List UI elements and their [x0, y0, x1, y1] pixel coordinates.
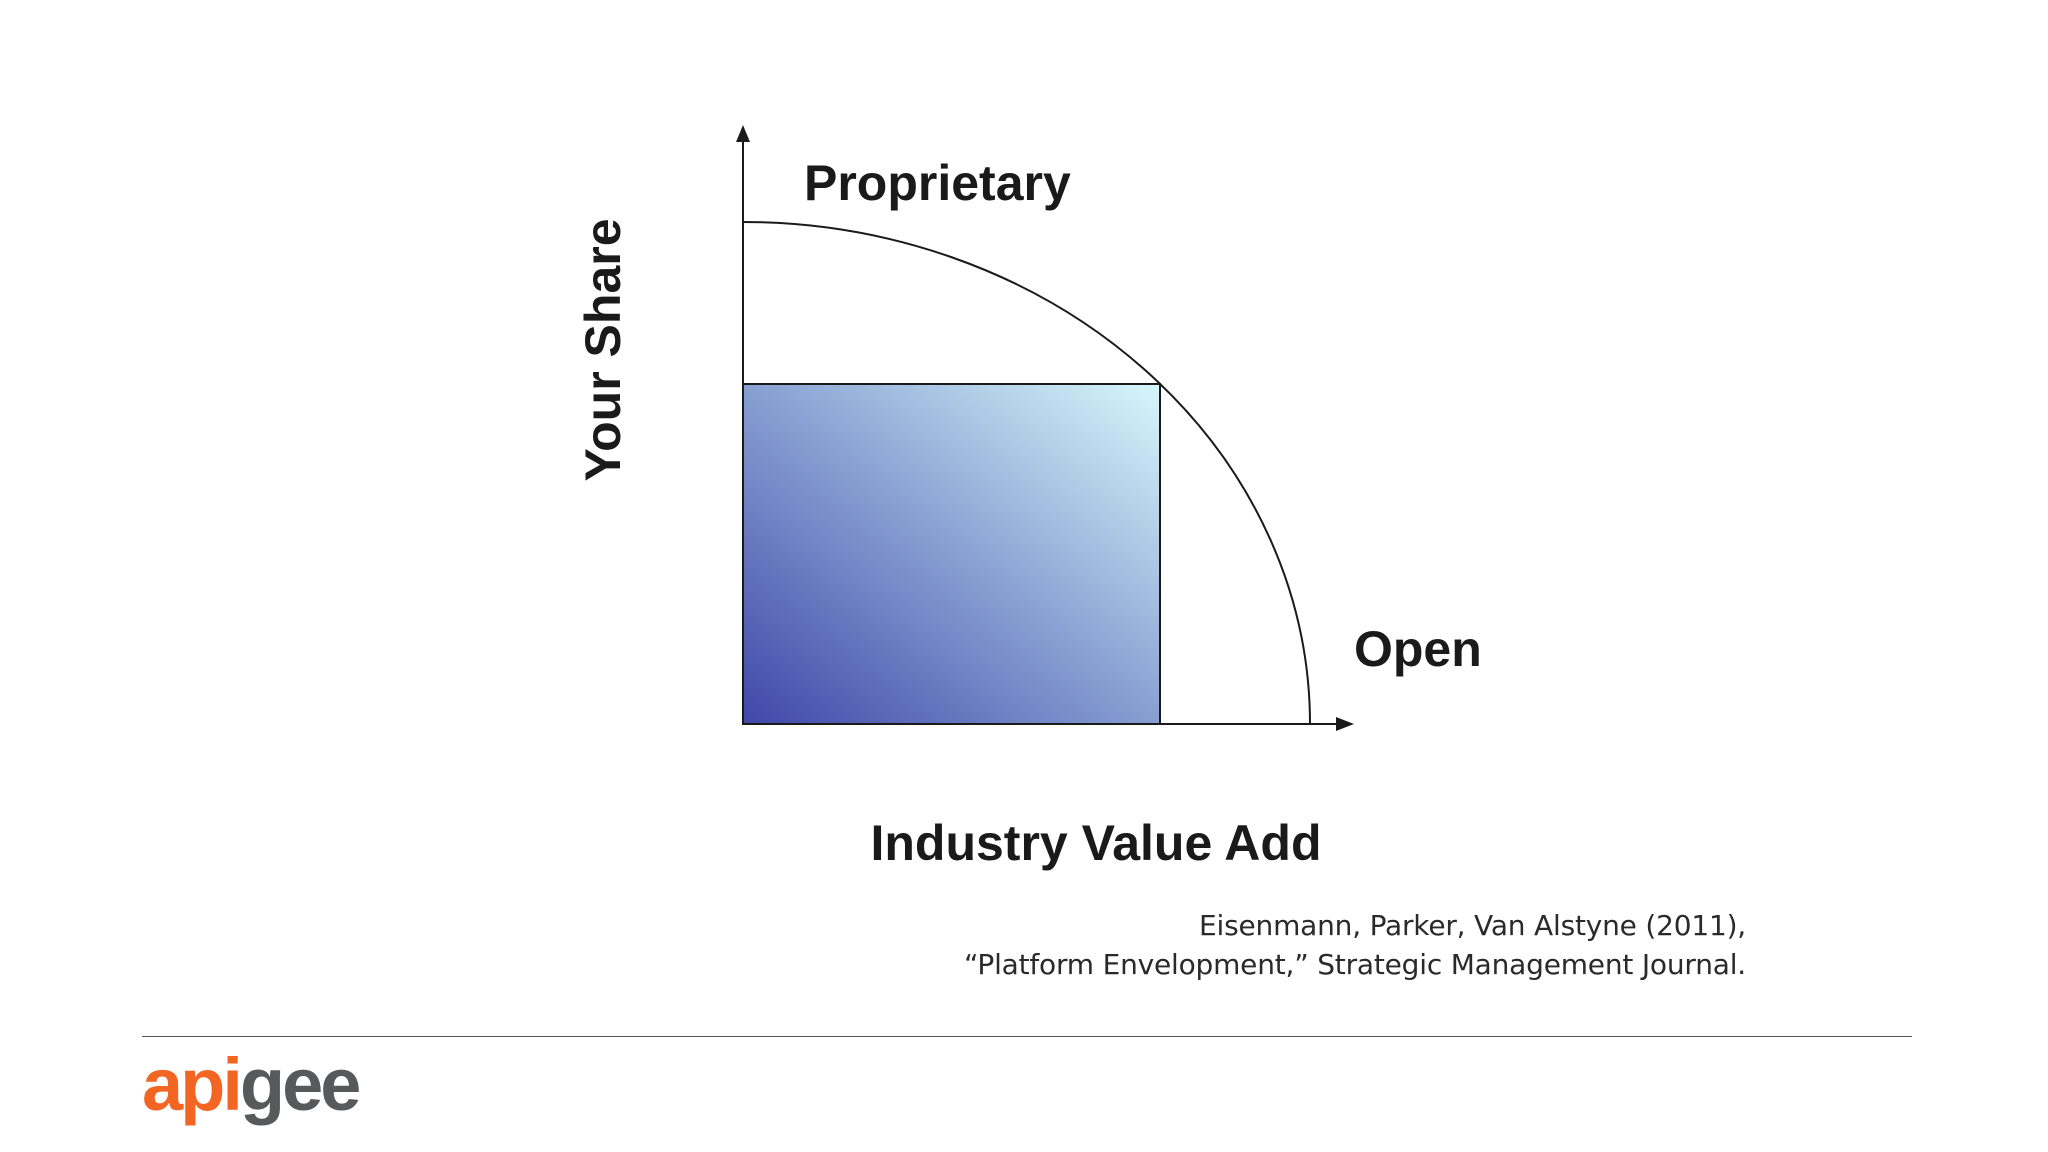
citation-line-2: “Platform Envelopment,” Strategic Manage…: [963, 948, 1746, 981]
open-label: Open: [1354, 621, 1482, 677]
value-area-rectangle: [742, 383, 1161, 725]
footer-divider: [142, 1036, 1912, 1037]
proprietary-label: Proprietary: [804, 155, 1071, 211]
citation-line-1: Eisenmann, Parker, Van Alstyne (2011),: [1199, 909, 1746, 942]
citation: Eisenmann, Parker, Van Alstyne (2011), “…: [846, 906, 1746, 984]
y-axis-arrow: [736, 125, 750, 142]
logo-gee-text: gee: [239, 1043, 362, 1126]
apigee-logo: apigee: [142, 1040, 402, 1130]
x-axis-label: Industry Value Add: [870, 815, 1321, 871]
y-axis-label: Your Share: [575, 218, 631, 481]
logo-api-text: api: [142, 1043, 243, 1126]
x-axis-arrow: [1336, 717, 1354, 731]
frontier-curve: [742, 221, 1311, 725]
